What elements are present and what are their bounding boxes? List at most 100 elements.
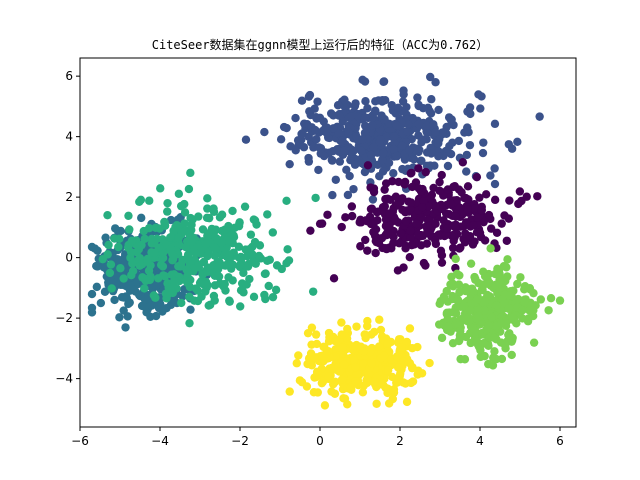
scatter-point xyxy=(497,319,506,328)
scatter-point xyxy=(507,336,517,345)
scatter-point xyxy=(497,219,506,228)
scatter-point xyxy=(429,120,438,129)
scatter-point xyxy=(347,202,357,211)
scatter-point xyxy=(315,113,325,123)
scatter-point xyxy=(352,369,362,378)
scatter-point xyxy=(405,324,415,333)
scatter-point xyxy=(297,129,306,139)
scatter-point xyxy=(309,388,319,397)
scatter-point xyxy=(158,262,168,271)
scatter-point xyxy=(211,225,221,234)
scatter-point xyxy=(504,304,514,313)
scatter-series xyxy=(241,72,544,204)
scatter-point xyxy=(141,276,151,286)
scatter-point xyxy=(92,261,101,271)
scatter-point xyxy=(358,135,367,144)
scatter-point xyxy=(427,95,436,104)
scatter-point xyxy=(445,308,454,317)
scatter-point xyxy=(245,245,254,254)
scatter-point xyxy=(401,216,411,226)
scatter-point xyxy=(462,167,471,176)
scatter-point xyxy=(431,239,441,249)
scatter-point xyxy=(395,239,404,248)
x-tick-label: 6 xyxy=(556,434,564,448)
scatter-point xyxy=(263,210,272,219)
scatter-point xyxy=(468,240,478,249)
scatter-point xyxy=(103,210,112,220)
scatter-point xyxy=(297,377,307,387)
scatter-point xyxy=(249,292,259,302)
scatter-point xyxy=(268,292,278,302)
scatter-point xyxy=(434,105,443,115)
scatter-point xyxy=(491,280,500,290)
scatter-point xyxy=(443,161,453,171)
scatter-series xyxy=(434,244,565,370)
scatter-point xyxy=(285,159,294,169)
scatter-point xyxy=(535,112,544,121)
scatter-point xyxy=(382,244,391,254)
scatter-point xyxy=(409,155,419,164)
scatter-point xyxy=(544,306,553,315)
scatter-point xyxy=(339,394,348,403)
scatter-point xyxy=(500,341,510,350)
scatter-point xyxy=(304,92,314,101)
scatter-point xyxy=(461,229,470,238)
scatter-point xyxy=(446,199,456,208)
scatter-point xyxy=(194,263,204,272)
scatter-point xyxy=(355,218,364,227)
scatter-point xyxy=(486,244,495,253)
scatter-point xyxy=(187,237,197,246)
scatter-point xyxy=(475,193,484,202)
scatter-point xyxy=(454,136,464,146)
scatter-point xyxy=(361,97,370,106)
scatter-point xyxy=(352,322,361,331)
scatter-point xyxy=(479,138,488,147)
scatter-point xyxy=(366,219,376,229)
scatter-point xyxy=(337,222,346,232)
scatter-point xyxy=(393,103,403,112)
scatter-point xyxy=(484,359,493,369)
scatter-point xyxy=(294,351,303,360)
scatter-point xyxy=(358,388,368,397)
scatter-point xyxy=(151,311,161,321)
y-tick-label: −4 xyxy=(55,372,73,386)
scatter-point xyxy=(380,96,390,105)
scatter-point xyxy=(418,135,427,144)
scatter-point xyxy=(331,175,341,184)
scatter-point xyxy=(180,199,189,209)
scatter-point xyxy=(507,350,516,360)
scatter-point xyxy=(397,343,406,352)
scatter-point xyxy=(402,397,412,407)
scatter-point xyxy=(472,172,482,182)
scatter-point xyxy=(137,213,146,223)
scatter-point xyxy=(123,243,133,252)
scatter-point xyxy=(480,272,490,281)
scatter-point xyxy=(321,349,331,358)
scatter-point xyxy=(372,237,381,247)
scatter-point xyxy=(194,212,203,221)
scatter-point xyxy=(367,359,376,368)
scatter-point xyxy=(101,233,110,242)
scatter-point xyxy=(346,112,356,121)
scatter-point xyxy=(405,145,414,155)
scatter-point xyxy=(225,296,234,305)
scatter-point xyxy=(442,122,451,132)
scatter-point xyxy=(454,280,464,289)
scatter-point xyxy=(154,303,164,313)
scatter-point xyxy=(139,226,149,236)
scatter-point xyxy=(178,292,187,301)
scatter-point xyxy=(240,202,250,211)
scatter-point xyxy=(343,324,352,334)
scatter-point xyxy=(143,257,152,266)
scatter-point xyxy=(185,318,194,328)
scatter-point xyxy=(481,190,491,199)
scatter-point xyxy=(414,101,423,111)
scatter-point xyxy=(203,251,212,261)
scatter-point xyxy=(417,369,427,378)
scatter-point xyxy=(360,167,370,177)
scatter-point xyxy=(448,243,458,253)
scatter-point xyxy=(363,246,372,255)
scatter-point xyxy=(372,399,381,408)
scatter-point xyxy=(261,269,270,278)
scatter-point xyxy=(390,138,399,148)
